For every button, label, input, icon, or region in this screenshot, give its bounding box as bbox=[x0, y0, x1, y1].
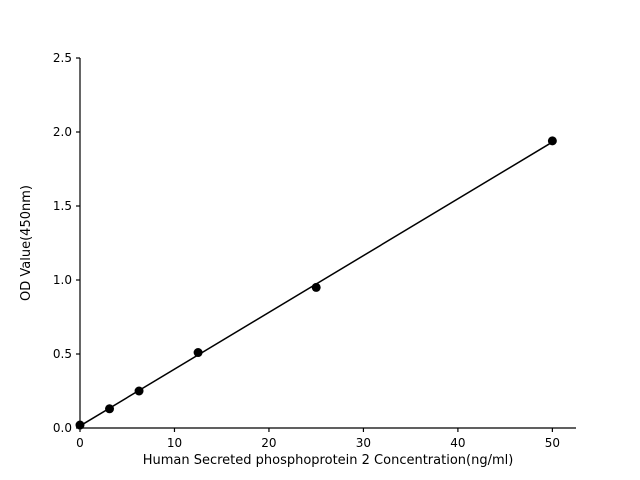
data-point bbox=[105, 404, 115, 414]
data-point bbox=[311, 282, 321, 292]
y-tick-label: 0.0 bbox=[53, 421, 72, 435]
x-tick-label: 20 bbox=[261, 436, 276, 450]
y-tick-label: 0.5 bbox=[53, 347, 72, 361]
x-axis-label: Human Secreted phosphoprotein 2 Concentr… bbox=[143, 453, 514, 468]
data-point bbox=[547, 136, 557, 146]
x-tick-label: 50 bbox=[545, 436, 560, 450]
x-tick-label: 30 bbox=[356, 436, 371, 450]
y-tick-label: 1.0 bbox=[53, 273, 72, 287]
plot-area: 0 10 20 30 40 50 0.0 0.5 1.0 1.5 2.0 2.5 bbox=[53, 51, 576, 450]
x-tick-label: 40 bbox=[450, 436, 465, 450]
y-tick-label: 2.5 bbox=[53, 51, 72, 65]
data-point bbox=[134, 386, 144, 396]
y-tick-label: 2.0 bbox=[53, 125, 72, 139]
x-tick-label: 0 bbox=[76, 436, 84, 450]
data-point bbox=[75, 420, 85, 430]
y-axis-label: OD Value(450nm) bbox=[19, 185, 34, 301]
data-point bbox=[193, 348, 203, 358]
y-tick-label: 1.5 bbox=[53, 199, 72, 213]
x-tick-label: 10 bbox=[167, 436, 182, 450]
